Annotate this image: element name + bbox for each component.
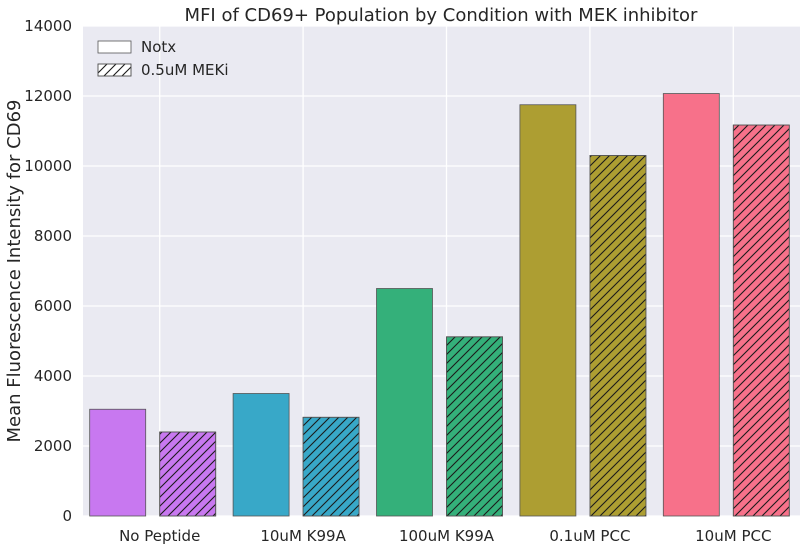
x-tick-label: 100uM K99A xyxy=(399,527,495,545)
x-tick-label: No Peptide xyxy=(119,527,200,545)
y-tick-label: 12000 xyxy=(24,87,72,105)
chart-title: MFI of CD69+ Population by Condition wit… xyxy=(185,5,698,26)
y-tick-label: 10000 xyxy=(24,157,72,175)
x-tick-label: 10uM K99A xyxy=(260,527,346,545)
bar-hatch xyxy=(159,431,217,517)
bar-hatch xyxy=(302,416,360,517)
bar xyxy=(89,408,147,517)
x-tick-label: 10uM PCC xyxy=(695,527,771,545)
y-tick-label: 2000 xyxy=(34,437,72,455)
legend: Notx 0.5uM MEKi xyxy=(97,38,229,79)
bar-hatch xyxy=(446,336,503,517)
y-tick-label: 4000 xyxy=(34,367,72,385)
bars xyxy=(89,93,790,517)
y-tick-label: 14000 xyxy=(24,17,72,35)
legend-swatch xyxy=(97,40,132,54)
y-tick-labels: 0 2000 4000 6000 8000 10000 12000 14000 xyxy=(24,17,72,525)
bar xyxy=(232,393,290,517)
bar-hatch xyxy=(589,155,647,517)
y-tick-label: 8000 xyxy=(34,227,72,245)
x-tick-label: 0.1uM PCC xyxy=(549,527,630,545)
y-axis-label: Mean Fluorescence Intensity for CD69 xyxy=(4,100,25,443)
y-tick-label: 6000 xyxy=(34,297,72,315)
legend-swatch-hatch xyxy=(97,63,132,77)
bar xyxy=(376,288,433,517)
legend-label: 0.5uM MEKi xyxy=(141,61,229,79)
bar xyxy=(662,93,720,517)
y-tick-label: 0 xyxy=(62,507,72,525)
bar-hatch xyxy=(732,124,790,517)
legend-label: Notx xyxy=(141,38,176,56)
x-tick-labels: No Peptide 10uM K99A 100uM K99A 0.1uM PCC 10… xyxy=(119,527,771,545)
bar xyxy=(519,104,577,517)
